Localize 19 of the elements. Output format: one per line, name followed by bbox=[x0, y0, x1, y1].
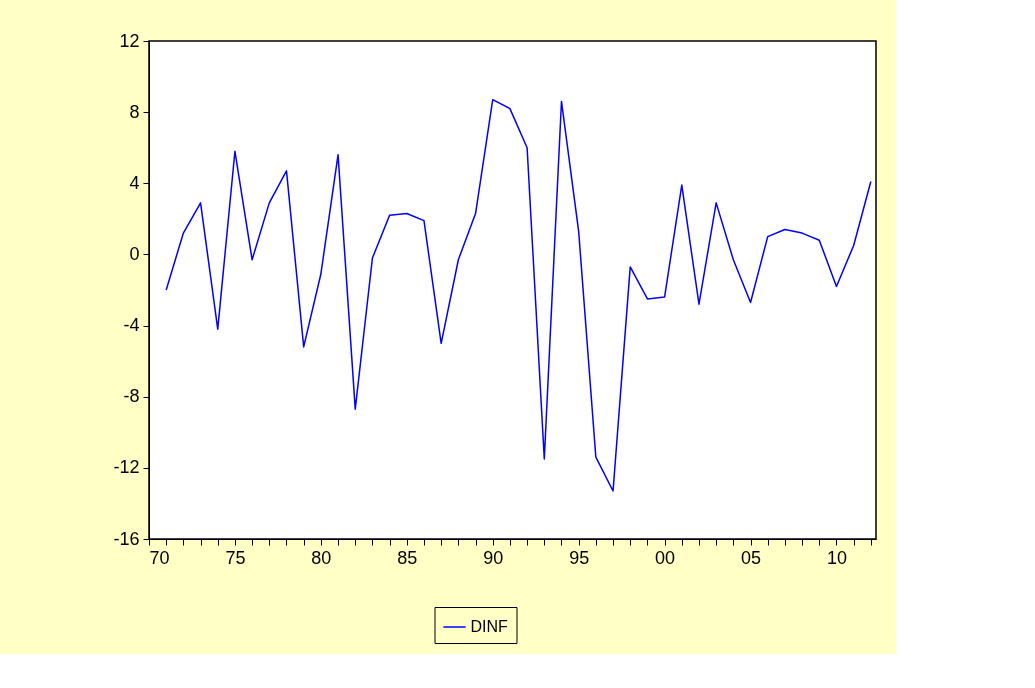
x-tick-label: 00 bbox=[655, 547, 676, 568]
x-tick-label: 80 bbox=[311, 547, 332, 568]
x-tick-label: 90 bbox=[483, 547, 504, 568]
y-tick-label: -8 bbox=[123, 386, 140, 407]
y-tick-label: -16 bbox=[113, 528, 140, 549]
y-tick-label: -12 bbox=[113, 457, 140, 478]
y-tick-label: 4 bbox=[129, 172, 140, 193]
x-tick-label: 85 bbox=[397, 547, 418, 568]
x-tick-label: 95 bbox=[569, 547, 590, 568]
x-tick-label: 05 bbox=[741, 547, 762, 568]
x-tick-label: 10 bbox=[826, 547, 847, 568]
y-tick-label: -4 bbox=[123, 315, 140, 336]
legend-label: DINF bbox=[470, 618, 509, 635]
x-tick-label: 75 bbox=[225, 547, 246, 568]
x-tick-label: 70 bbox=[149, 547, 170, 568]
line-series bbox=[165, 98, 872, 492]
y-tick-label: 8 bbox=[129, 101, 140, 122]
y-tick-label: 12 bbox=[119, 30, 140, 51]
y-tick-label: 0 bbox=[129, 243, 140, 264]
